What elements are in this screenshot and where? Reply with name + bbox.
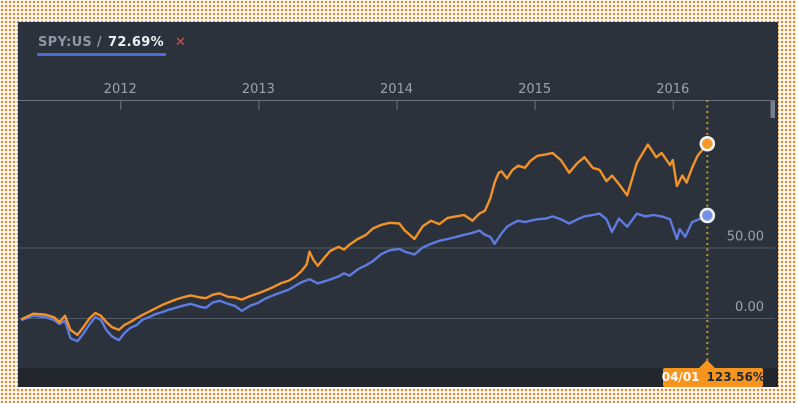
cursor-tooltip: 04/01 123.56% — [661, 368, 765, 387]
end-marker-spy-us — [699, 207, 716, 224]
y-axis-label-50: 50.00 — [727, 229, 764, 244]
range-handle[interactable] — [770, 101, 776, 118]
x-axis-label-2015: 2015 — [518, 82, 551, 97]
legend-value: 72.69% — [107, 35, 164, 50]
x-axis-label-2016: 2016 — [656, 82, 689, 97]
legend-close-icon[interactable]: ✕ — [174, 35, 187, 50]
y-axis-label-0: 0.00 — [735, 300, 764, 315]
x-axis-label-2013: 2013 — [242, 82, 275, 97]
chart-panel: SPY:US / 72.69% ✕ 50.00 0.00 2012 2013 2014 2… — [18, 22, 778, 387]
legend-series-color-underline — [37, 53, 166, 56]
end-marker-compared-security — [699, 135, 716, 152]
tooltip-value: 123.56% — [706, 370, 765, 384]
series-line-spy-us — [20, 212, 709, 343]
cursor-tooltip-pointer — [699, 360, 716, 368]
x-axis-label-2012: 2012 — [104, 82, 137, 97]
legend-item-spy-us[interactable]: SPY:US / 72.69% ✕ — [38, 35, 186, 50]
chart-footer-strip — [18, 368, 778, 387]
legend-symbol: SPY:US / — [38, 35, 102, 50]
tooltip-date: 04/01 — [661, 370, 700, 384]
x-axis-label-2014: 2014 — [380, 82, 413, 97]
series-line-compared-security — [20, 142, 709, 337]
price-chart-plot-area[interactable]: 50.00 0.00 2012 2013 2014 2015 2016 — [18, 22, 778, 368]
